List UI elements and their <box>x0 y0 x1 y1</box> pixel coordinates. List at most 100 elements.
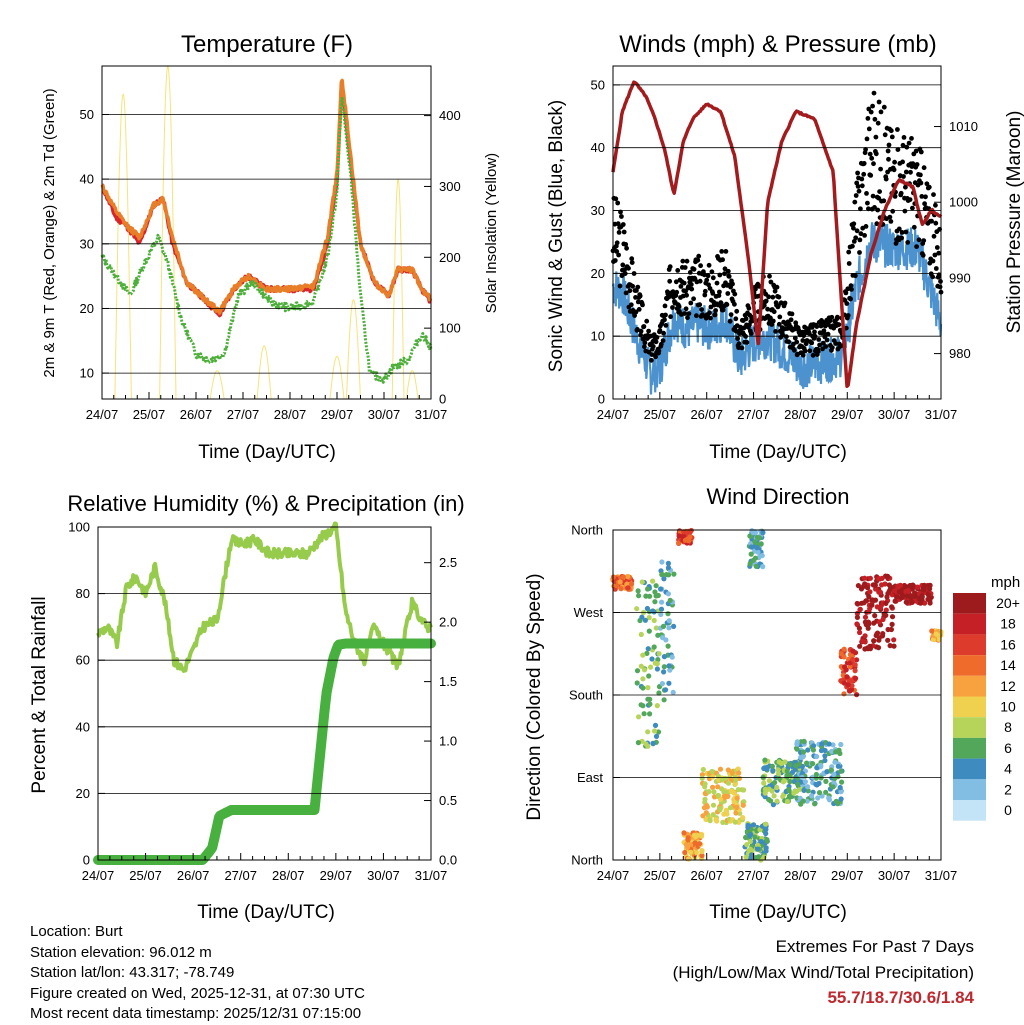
direction-point <box>639 614 645 620</box>
direction-point <box>667 667 673 673</box>
direction-plot-area <box>610 527 944 863</box>
direction-point <box>647 593 653 599</box>
station-location: Location: Burt <box>30 923 123 940</box>
direction-point <box>762 786 769 792</box>
direction-point <box>796 761 803 767</box>
direction-point <box>828 767 834 773</box>
gust-point <box>791 347 797 353</box>
humidity-plot-area <box>93 521 436 865</box>
direction-point <box>929 628 935 634</box>
direction-point <box>857 607 863 613</box>
gust-point <box>921 238 927 244</box>
gust-point <box>683 306 689 312</box>
gust-point <box>900 142 906 148</box>
gust-point <box>662 303 668 309</box>
direction-point <box>903 599 909 605</box>
winds-plot-area <box>610 80 944 395</box>
direction-point <box>659 681 666 687</box>
direction-point <box>733 810 739 816</box>
direction-point <box>752 834 758 840</box>
gust-point <box>773 329 778 334</box>
gust-point <box>905 240 911 245</box>
winds-y2label: Station Pressure (Maroon) <box>1004 111 1024 334</box>
gust-point <box>918 180 924 186</box>
gust-point <box>684 292 689 298</box>
gust-point <box>705 273 711 279</box>
direction-point <box>640 676 646 682</box>
gust-point <box>893 241 899 246</box>
gust-point <box>720 257 725 263</box>
direction-point <box>873 632 879 639</box>
temperature-plot-area <box>100 64 433 400</box>
gust-point <box>886 142 892 148</box>
direction-point <box>667 597 673 604</box>
gust-point <box>825 331 831 337</box>
speed-legend-label: 10 <box>1000 699 1016 715</box>
gust-point <box>766 294 771 300</box>
gust-point <box>855 184 861 189</box>
direction-point <box>804 798 810 804</box>
direction-point <box>703 810 709 816</box>
gust-point <box>903 229 909 235</box>
direction-point <box>743 854 749 860</box>
direction-point <box>625 573 631 580</box>
direction-point <box>692 840 698 846</box>
gust-point <box>930 274 935 280</box>
direction-point <box>686 856 692 862</box>
gust-point <box>916 237 922 243</box>
direction-point <box>873 586 879 592</box>
gust-point <box>848 283 854 289</box>
gust-point <box>845 313 851 318</box>
temp-ytick-label: 30 <box>80 236 94 251</box>
gust-point <box>726 274 732 279</box>
solar-insolation-line <box>114 93 132 400</box>
gust-point <box>749 318 755 324</box>
gust-point <box>870 103 875 109</box>
direction-point <box>661 697 667 703</box>
direction-point <box>905 587 911 594</box>
direction-point <box>794 788 800 794</box>
wind-ytick-label: 50 <box>591 77 605 92</box>
direction-point <box>704 803 710 809</box>
direction-point <box>687 534 693 540</box>
direction-point <box>702 796 708 802</box>
direction-point <box>835 763 841 769</box>
direction-point <box>642 617 649 623</box>
gust-point <box>865 116 871 121</box>
temp-xtick-label: 30/07 <box>368 407 401 422</box>
gust-point <box>898 190 904 196</box>
direction-point <box>889 621 895 628</box>
direction-point <box>659 599 665 605</box>
direction-point <box>715 773 722 779</box>
direction-point <box>854 600 860 607</box>
gust-point <box>642 340 648 346</box>
direction-point <box>665 643 671 649</box>
gust-point <box>918 172 923 178</box>
direction-point <box>883 612 889 618</box>
direction-point <box>655 729 662 735</box>
direction-point <box>896 589 903 595</box>
direction-point <box>648 664 654 670</box>
direction-point <box>904 593 910 599</box>
gust-point <box>843 325 849 331</box>
direction-point <box>711 789 717 795</box>
gust-point <box>933 266 939 271</box>
gust-point <box>843 290 849 296</box>
rh-xtick-label: 31/07 <box>415 868 448 883</box>
gust-point <box>632 313 637 318</box>
direction-point <box>751 822 757 828</box>
gust-point <box>675 268 681 273</box>
direction-xtick-label: 29/07 <box>831 868 864 883</box>
rh-xtick-label: 27/07 <box>224 868 257 883</box>
direction-point <box>628 581 635 587</box>
gust-point <box>770 318 776 324</box>
direction-point <box>727 805 734 811</box>
gust-point <box>734 308 740 314</box>
direction-point <box>871 620 877 626</box>
gust-point <box>788 317 794 323</box>
gust-point <box>626 265 631 271</box>
rain-ytick-label: 0.0 <box>439 853 457 868</box>
direction-point <box>838 789 844 795</box>
gust-point <box>688 282 694 287</box>
direction-point <box>646 628 652 634</box>
